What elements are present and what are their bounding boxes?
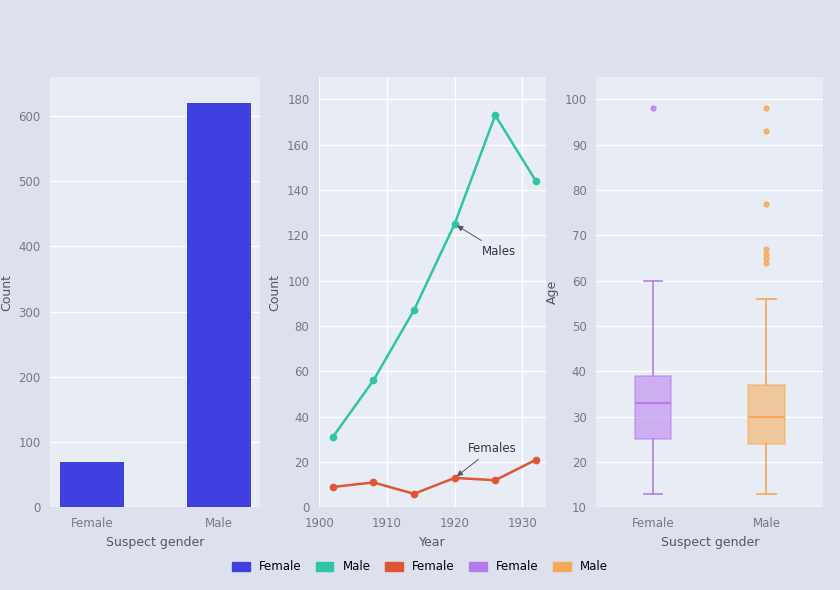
Y-axis label: Count: Count bbox=[0, 274, 13, 310]
X-axis label: Year: Year bbox=[419, 536, 446, 549]
PathPatch shape bbox=[748, 385, 785, 444]
Bar bbox=[60, 462, 123, 507]
PathPatch shape bbox=[635, 376, 671, 440]
Legend: Female, Male, Female, Female, Male: Female, Male, Female, Female, Male bbox=[227, 556, 613, 578]
X-axis label: Suspect gender: Suspect gender bbox=[106, 536, 205, 549]
X-axis label: Suspect gender: Suspect gender bbox=[660, 536, 759, 549]
Y-axis label: Count: Count bbox=[269, 274, 281, 310]
Bar bbox=[187, 103, 251, 507]
Text: Females: Females bbox=[458, 442, 517, 476]
Y-axis label: Age: Age bbox=[546, 280, 559, 304]
Text: Males: Males bbox=[458, 226, 516, 258]
